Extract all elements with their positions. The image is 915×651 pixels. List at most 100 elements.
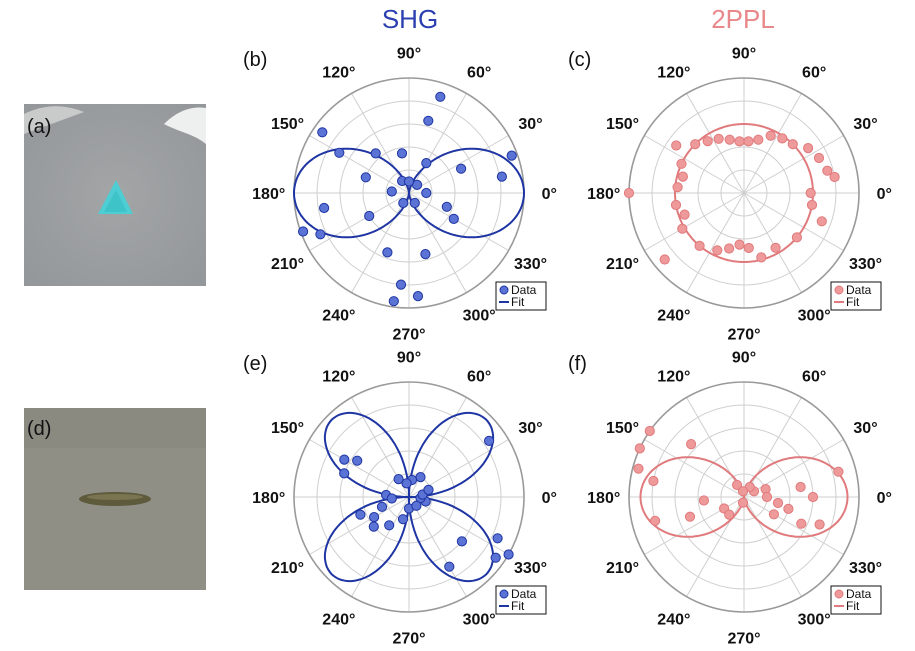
- data-point: [444, 561, 455, 572]
- data-point: [484, 435, 495, 446]
- data-point: [492, 533, 503, 544]
- data-point: [734, 136, 745, 147]
- data-point: [677, 223, 688, 234]
- angle-tick-label: 300°: [798, 308, 831, 325]
- angle-tick-label: 270°: [392, 630, 425, 647]
- data-point: [386, 186, 397, 197]
- polar-frame: [293, 381, 525, 613]
- angle-tick-label: 120°: [322, 64, 355, 81]
- data-point: [761, 491, 773, 503]
- data-point: [623, 187, 635, 199]
- data-point: [791, 232, 803, 243]
- angle-tick-label: 0°: [877, 490, 892, 507]
- data-point: [807, 491, 819, 503]
- data-point: [813, 152, 825, 164]
- data-point: [490, 552, 501, 563]
- data-point: [679, 209, 690, 220]
- angle-tick-label: 0°: [877, 186, 892, 203]
- angular-gridline: [743, 192, 802, 293]
- data-point: [376, 501, 388, 512]
- legend-fit-label: Fit: [511, 295, 525, 309]
- angular-gridline: [309, 439, 410, 498]
- legend-data-label: Data: [846, 283, 872, 297]
- data-point: [382, 247, 393, 258]
- data-point: [829, 171, 840, 183]
- fit-curve: [674, 123, 814, 263]
- angle-tick-label: 30°: [853, 420, 877, 437]
- data-point: [506, 150, 517, 161]
- optical-image-d: (d): [24, 408, 206, 590]
- angular-gridline: [309, 135, 410, 194]
- data-point: [411, 500, 422, 511]
- data-point: [412, 291, 424, 302]
- data-point: [423, 484, 434, 495]
- column-title-shg: SHG: [381, 4, 439, 34]
- optical-image-d-graphic: [24, 408, 206, 590]
- angular-gridline: [351, 93, 410, 194]
- data-point: [298, 226, 309, 237]
- legend-data-marker: [834, 589, 844, 599]
- data-point: [409, 197, 420, 209]
- angular-gridline: [644, 192, 745, 251]
- data-point: [634, 443, 645, 454]
- angular-gridline: [351, 192, 410, 293]
- angle-tick-label: 60°: [802, 368, 826, 385]
- angle-tick-label: 30°: [518, 116, 542, 133]
- angle-tick-label: 90°: [732, 46, 756, 63]
- data-point: [456, 163, 467, 174]
- data-point: [364, 210, 375, 222]
- angle-tick-label: 270°: [727, 326, 760, 343]
- angle-tick-label: 30°: [853, 116, 877, 133]
- angle-tick-label: 270°: [727, 630, 760, 647]
- angle-tick-label: 150°: [606, 116, 639, 133]
- angular-gridline: [743, 496, 802, 597]
- angle-tick-label: 330°: [849, 256, 882, 273]
- legend-data-label: Data: [511, 587, 537, 601]
- data-point: [816, 216, 827, 227]
- angle-tick-label: 90°: [397, 350, 421, 367]
- data-point: [401, 478, 412, 489]
- angular-gridline: [644, 439, 745, 498]
- angle-tick-label: 150°: [606, 420, 639, 437]
- angular-gridline: [408, 93, 467, 194]
- data-point: [833, 466, 844, 477]
- angular-gridline: [408, 496, 467, 597]
- legend-data-label: Data: [846, 587, 872, 601]
- angular-gridline: [408, 192, 509, 251]
- angle-tick-label: 180°: [587, 186, 620, 203]
- legend-data-marker: [834, 285, 844, 295]
- angular-gridline: [743, 192, 844, 251]
- data-point: [770, 242, 781, 253]
- data-point: [694, 240, 705, 251]
- fit-curve: [323, 411, 495, 583]
- angle-tick-label: 330°: [514, 256, 547, 273]
- angle-tick-label: 210°: [271, 256, 304, 273]
- angle-tick-label: 180°: [252, 490, 285, 507]
- data-point: [334, 147, 345, 158]
- angle-tick-label: 0°: [542, 186, 557, 203]
- data-point: [756, 252, 767, 263]
- data-point: [676, 158, 687, 169]
- optical-image-a: (a): [24, 104, 206, 286]
- angular-gridline: [686, 496, 745, 597]
- angle-tick-label: 270°: [392, 326, 425, 343]
- data-point: [496, 171, 507, 182]
- angle-tick-label: 240°: [657, 612, 690, 629]
- angular-gridline: [408, 397, 467, 498]
- data-point: [395, 279, 407, 290]
- data-point: [670, 199, 682, 211]
- angle-tick-label: 60°: [467, 368, 491, 385]
- data-point: [659, 254, 670, 265]
- data-point: [803, 143, 814, 154]
- angle-tick-label: 240°: [322, 612, 355, 629]
- data-point: [403, 176, 415, 187]
- data-point: [317, 127, 328, 138]
- angle-tick-label: 300°: [463, 308, 496, 325]
- data-point: [724, 243, 735, 254]
- data-point: [806, 199, 818, 211]
- data-point: [783, 503, 794, 514]
- data-point: [765, 130, 776, 141]
- angle-tick-label: 60°: [802, 64, 826, 81]
- data-point: [648, 475, 659, 487]
